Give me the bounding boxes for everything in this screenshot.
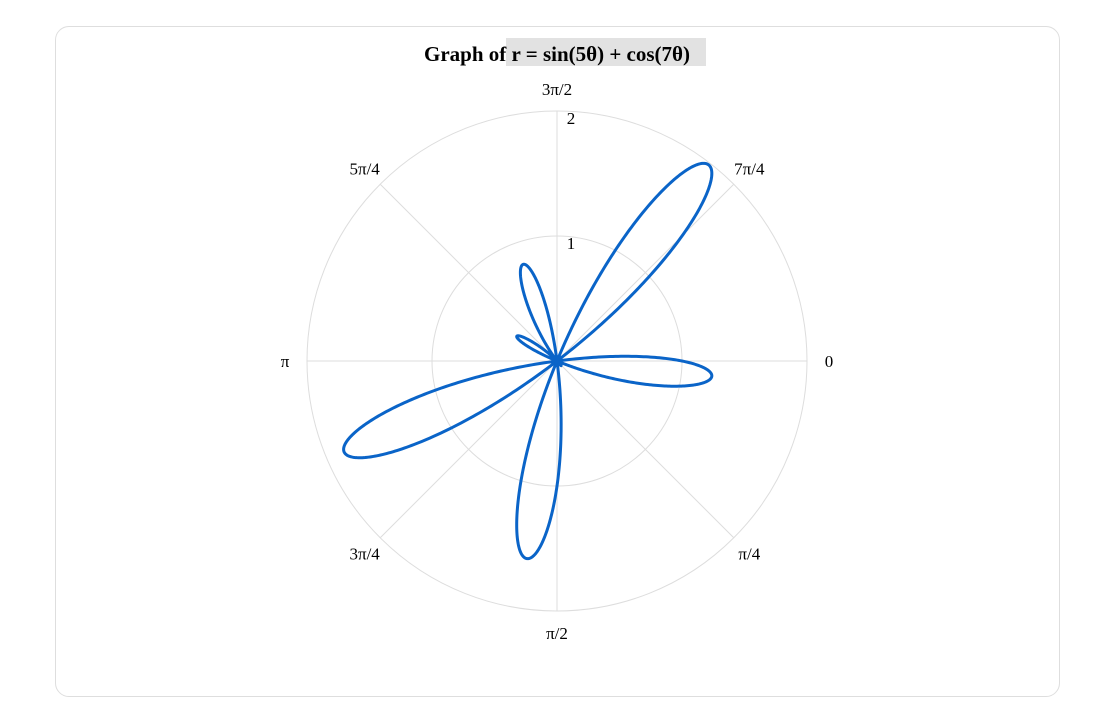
angle-labels: 0 π/4 π/2 3π/4 π 5π/4 3π/2 7π/4 [281, 80, 834, 643]
radius-label-2: 2 [567, 109, 576, 128]
angle-label-0: 0 [825, 352, 834, 371]
series-line-0 [342, 161, 714, 561]
radius-label-1: 1 [567, 234, 576, 253]
spoke-1 [556, 360, 735, 539]
angle-label-2: π/2 [546, 624, 568, 643]
spoke-3 [379, 360, 558, 539]
curve-layer [342, 161, 714, 561]
title-highlight [506, 38, 706, 66]
spoke-7 [556, 183, 735, 362]
angle-label-5: 5π/4 [350, 160, 381, 179]
chart-title-prefix: Graph of [424, 42, 512, 66]
angle-label-1: π/4 [738, 544, 760, 563]
chart-title: Graph of r = sin(5θ) + cos(7θ) [424, 42, 690, 66]
angle-label-3: 3π/4 [350, 544, 381, 563]
chart-title-expression: r = sin(5θ) + cos(7θ) [512, 42, 690, 66]
angle-label-4: π [281, 352, 290, 371]
radius-labels: 12 [567, 109, 576, 253]
angle-label-6: 3π/2 [542, 80, 572, 99]
spoke-5 [379, 183, 558, 362]
angle-label-7: 7π/4 [734, 160, 765, 179]
